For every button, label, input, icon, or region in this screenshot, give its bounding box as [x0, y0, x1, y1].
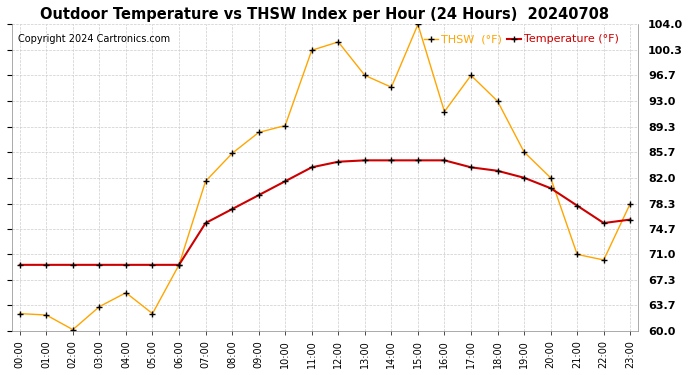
Temperature (°F) — [414, 158, 422, 163]
Text: Copyright 2024 Cartronics.com: Copyright 2024 Cartronics.com — [18, 34, 170, 44]
Temperature (°F) — [16, 262, 24, 267]
Line: THSW  (°F): THSW (°F) — [17, 21, 633, 333]
Temperature (°F) — [255, 193, 263, 197]
THSW  (°F) — [440, 110, 449, 114]
THSW  (°F) — [69, 327, 77, 332]
Temperature (°F) — [175, 262, 183, 267]
THSW  (°F) — [122, 291, 130, 295]
Temperature (°F) — [281, 179, 289, 183]
THSW  (°F) — [16, 311, 24, 316]
Title: Outdoor Temperature vs THSW Index per Hour (24 Hours)  20240708: Outdoor Temperature vs THSW Index per Ho… — [41, 7, 609, 22]
THSW  (°F) — [42, 313, 50, 317]
THSW  (°F) — [546, 176, 555, 180]
Temperature (°F) — [520, 176, 529, 180]
THSW  (°F) — [334, 40, 342, 44]
Temperature (°F) — [308, 165, 316, 170]
Temperature (°F) — [387, 158, 395, 163]
Temperature (°F) — [493, 168, 502, 173]
Temperature (°F) — [467, 165, 475, 170]
Temperature (°F) — [334, 159, 342, 164]
Temperature (°F) — [42, 262, 50, 267]
Legend: THSW  (°F), Temperature (°F): THSW (°F), Temperature (°F) — [420, 30, 623, 49]
THSW  (°F) — [361, 73, 369, 78]
THSW  (°F) — [600, 258, 608, 262]
Temperature (°F) — [69, 262, 77, 267]
Temperature (°F) — [546, 186, 555, 190]
THSW  (°F) — [387, 85, 395, 90]
Temperature (°F) — [440, 158, 449, 163]
THSW  (°F) — [308, 48, 316, 52]
Temperature (°F) — [148, 262, 157, 267]
THSW  (°F) — [626, 201, 634, 206]
Temperature (°F) — [201, 221, 210, 225]
THSW  (°F) — [573, 252, 581, 257]
Temperature (°F) — [600, 221, 608, 225]
Temperature (°F) — [361, 158, 369, 163]
THSW  (°F) — [95, 304, 104, 309]
THSW  (°F) — [201, 179, 210, 183]
Temperature (°F) — [228, 207, 236, 212]
THSW  (°F) — [493, 99, 502, 104]
THSW  (°F) — [228, 151, 236, 156]
THSW  (°F) — [255, 130, 263, 135]
Temperature (°F) — [626, 217, 634, 222]
THSW  (°F) — [520, 150, 529, 154]
THSW  (°F) — [281, 123, 289, 128]
Temperature (°F) — [573, 203, 581, 208]
THSW  (°F) — [148, 311, 157, 316]
THSW  (°F) — [467, 73, 475, 78]
Temperature (°F) — [122, 262, 130, 267]
Temperature (°F) — [95, 262, 104, 267]
THSW  (°F) — [414, 22, 422, 27]
THSW  (°F) — [175, 262, 183, 267]
Line: Temperature (°F): Temperature (°F) — [17, 157, 633, 268]
